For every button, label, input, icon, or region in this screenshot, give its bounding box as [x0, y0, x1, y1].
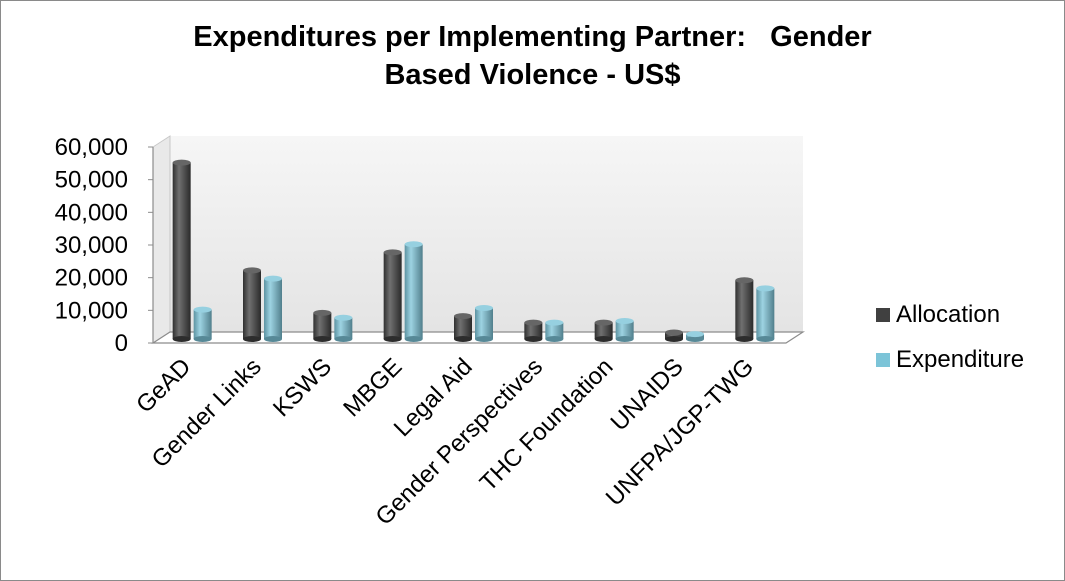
bar-expenditure	[475, 307, 493, 339]
bar-base-expenditure	[756, 336, 775, 342]
bar-allocation	[313, 312, 332, 339]
x-tick-label: GeAD	[131, 353, 196, 418]
bar-base-expenditure	[615, 336, 634, 342]
bar-expenditure	[404, 244, 423, 339]
y-tick-label: 50,000	[55, 167, 128, 194]
bar-expenditure	[334, 317, 353, 339]
bar-expenditure	[615, 321, 634, 339]
bar-top-expenditure	[475, 304, 493, 311]
legend-swatch-expenditure	[876, 353, 890, 367]
bar-top-expenditure	[404, 241, 423, 248]
bar-top-allocation	[454, 313, 472, 320]
bar-top-expenditure	[756, 285, 775, 292]
chart-title-line-2: Based Violence - US$	[384, 59, 681, 91]
y-tick-label: 30,000	[55, 232, 128, 259]
bar-base-allocation	[735, 336, 754, 342]
bar-base-allocation	[383, 336, 402, 342]
bar-expenditure	[264, 278, 282, 339]
bar-allocation	[735, 280, 754, 339]
bar-allocation	[524, 322, 543, 339]
bar-base-expenditure	[334, 336, 353, 342]
bar-top-allocation	[594, 319, 613, 326]
y-tick-label: 0	[115, 330, 128, 357]
bar-top-allocation	[383, 249, 402, 256]
bar-expenditure	[193, 309, 212, 339]
bar-base-allocation	[243, 336, 261, 342]
bar-base-allocation	[665, 336, 683, 342]
bar-top-expenditure	[686, 331, 704, 338]
bar-base-allocation	[313, 336, 332, 342]
bar-allocation	[383, 252, 402, 339]
y-tick-label: 20,000	[55, 265, 128, 292]
legend-swatch-allocation	[876, 308, 890, 322]
bar-base-expenditure	[475, 336, 493, 342]
bar-base-allocation	[454, 336, 472, 342]
bar-top-allocation	[735, 277, 754, 284]
bar-top-allocation	[524, 319, 543, 326]
bar-base-allocation	[172, 336, 191, 342]
bar-base-expenditure	[404, 336, 423, 342]
bar-top-expenditure	[193, 306, 212, 313]
chart-title: Expenditures per Implementing Partner: G…	[0, 18, 1065, 94]
bar-top-expenditure	[545, 319, 564, 326]
y-tick-label: 40,000	[55, 199, 128, 226]
legend-label-expenditure: Expenditure	[896, 346, 1025, 373]
bar-base-expenditure	[193, 336, 212, 342]
bar-base-expenditure	[686, 336, 704, 342]
bar-top-allocation	[313, 309, 332, 316]
bar-allocation	[594, 322, 613, 339]
bar-expenditure	[545, 322, 564, 339]
bar-expenditure	[756, 288, 775, 339]
bar-top-allocation	[665, 329, 683, 336]
plot-side-wall	[152, 135, 171, 344]
plot-back-wall	[170, 136, 803, 332]
bar-base-expenditure	[545, 336, 564, 342]
bar-top-allocation	[172, 159, 191, 166]
bar-allocation	[454, 316, 472, 339]
chart-title-line-1: Expenditures per Implementing Partner: G…	[193, 21, 872, 53]
bar-top-expenditure	[334, 314, 353, 321]
bar-top-allocation	[243, 267, 261, 274]
bar-top-expenditure	[264, 275, 282, 282]
bar-base-allocation	[524, 336, 543, 342]
x-tick-label: KSWS	[268, 353, 337, 422]
legend-label-allocation: Allocation	[896, 301, 1001, 328]
y-tick-label: 60,000	[55, 134, 128, 161]
bar-top-expenditure	[615, 318, 634, 325]
bar-allocation	[172, 162, 191, 339]
bar-base-allocation	[594, 336, 613, 342]
x-tick-label: THC Foundation	[475, 353, 619, 497]
bar-base-expenditure	[264, 336, 282, 342]
y-tick-label: 10,000	[55, 297, 128, 324]
legend-item-expenditure: Expenditure	[876, 345, 1024, 375]
bar-allocation	[665, 332, 683, 339]
legend-item-allocation: Allocation	[876, 300, 1000, 330]
bar-allocation	[243, 270, 261, 339]
x-tick-label: MBGE	[338, 353, 407, 422]
